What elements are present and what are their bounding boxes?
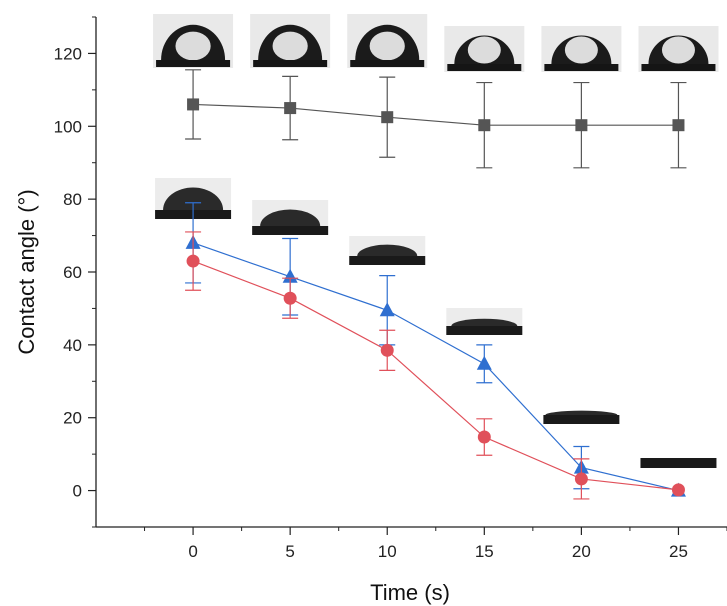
- droplet-image-bottom: [543, 410, 620, 424]
- droplet-image-top: [541, 26, 622, 72]
- data-point: [476, 355, 492, 370]
- data-point: [379, 302, 395, 317]
- droplet-highlight: [369, 31, 405, 61]
- droplet-highlight: [564, 36, 598, 64]
- droplet-image-top: [638, 26, 719, 72]
- data-point: [381, 111, 394, 124]
- substrate: [349, 256, 426, 265]
- x-tick-label: 25: [669, 542, 688, 561]
- data-series: [185, 69, 687, 500]
- droplet-image-top: [153, 14, 234, 68]
- droplet-image-bottom: [640, 458, 717, 468]
- series-line: [192, 260, 679, 491]
- substrate: [543, 415, 620, 424]
- data-point: [284, 102, 297, 115]
- data-point: [283, 291, 297, 305]
- substrate: [544, 64, 619, 71]
- data-point: [282, 268, 298, 283]
- y-tick-label: 40: [63, 336, 82, 355]
- y-tick-label: 20: [63, 409, 82, 428]
- droplet-shape: [260, 209, 321, 226]
- substrate: [350, 60, 425, 67]
- substrate: [253, 60, 328, 67]
- droplet-highlight: [467, 36, 501, 64]
- droplet-image-bottom: [252, 200, 329, 235]
- data-point: [477, 430, 491, 444]
- x-tick-label: 15: [475, 542, 494, 561]
- droplet-highlight: [175, 31, 211, 61]
- series-triangle: [185, 202, 686, 497]
- data-point: [380, 343, 394, 357]
- data-point: [574, 472, 588, 486]
- x-axis-label: Time (s): [370, 580, 450, 605]
- droplet-highlight: [661, 36, 695, 64]
- substrate: [641, 64, 716, 71]
- droplet-image-top: [444, 26, 525, 72]
- y-tick-label: 60: [63, 263, 82, 282]
- droplet-image-top: [347, 14, 428, 68]
- y-tick-label: 0: [73, 482, 82, 501]
- droplet-shape: [163, 187, 224, 210]
- y-tick-label: 80: [63, 190, 82, 209]
- droplet-images: [153, 14, 719, 468]
- series-line: [192, 242, 679, 492]
- series-line: [193, 103, 679, 126]
- droplet-shape: [357, 244, 418, 256]
- axes: 0 20 40 60 80 100 120 0 5 10 15 20 25: [54, 16, 727, 561]
- data-point: [575, 119, 588, 132]
- data-point: [186, 254, 200, 268]
- data-point: [671, 483, 685, 497]
- droplet-shape: [451, 318, 518, 326]
- data-point: [478, 119, 491, 132]
- y-axis-label: Contact angle (°): [14, 189, 39, 354]
- data-point: [672, 119, 685, 132]
- substrate: [156, 60, 231, 67]
- x-tick-label: 5: [285, 542, 294, 561]
- x-tick-label: 10: [378, 542, 397, 561]
- droplet-image-bottom: [446, 308, 523, 335]
- series-square: [185, 69, 687, 169]
- substrate: [446, 326, 523, 335]
- x-tick-label: 20: [572, 542, 591, 561]
- y-tick-label: 100: [54, 117, 82, 136]
- data-point: [187, 98, 200, 111]
- droplet-shape: [545, 410, 618, 415]
- y-tick-label: 120: [54, 44, 82, 63]
- substrate: [252, 226, 329, 235]
- series-circle: [185, 231, 685, 500]
- droplet-image-top: [250, 14, 331, 68]
- substrate: [447, 64, 522, 71]
- x-tick-label: 0: [188, 542, 197, 561]
- substrate: [640, 458, 717, 468]
- droplet-image-bottom: [349, 236, 426, 265]
- droplet-highlight: [272, 31, 308, 61]
